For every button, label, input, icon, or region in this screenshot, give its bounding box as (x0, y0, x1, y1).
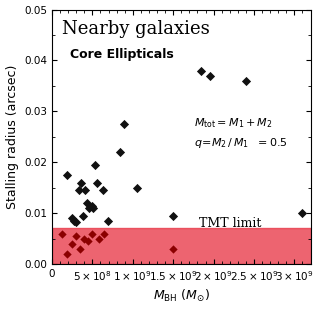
X-axis label: $M_{\rm BH}\ (M_{\odot})$: $M_{\rm BH}\ (M_{\odot})$ (153, 288, 210, 304)
Point (81, 213, 86, 218)
Point (83, 188, 88, 193)
Point (105, 218, 110, 223)
Point (117, 150, 123, 155)
Point (82, 236, 87, 241)
Point (91, 206, 96, 210)
Point (90, 231, 95, 236)
Text: Nearby galaxies: Nearby galaxies (62, 20, 210, 38)
Point (199, 68, 204, 73)
Point (70, 241, 75, 246)
Point (76, 188, 81, 193)
Point (64, 251, 69, 256)
Point (89, 203, 94, 208)
Point (87, 206, 92, 210)
Point (95, 180, 100, 185)
Point (171, 246, 176, 251)
Point (64, 173, 69, 178)
Point (243, 78, 248, 83)
Point (102, 231, 107, 236)
Point (59, 231, 64, 236)
Point (171, 213, 176, 218)
Point (300, 211, 305, 216)
Point (86, 239, 91, 244)
Bar (52, 228, 311, 264)
Point (71, 218, 76, 223)
Text: $M_{\rm tot} = M_1 + M_2$
$q\!=\!M_2\,/\,M_1\ \ =0.5$: $M_{\rm tot} = M_1 + M_2$ $q\!=\!M_2\,/\… (194, 117, 288, 150)
Point (207, 73, 212, 78)
Point (70, 216, 75, 221)
Text: TMT limit: TMT limit (199, 217, 262, 230)
Point (100, 188, 106, 193)
Point (74, 220, 79, 225)
Point (96, 236, 101, 241)
Point (78, 246, 83, 251)
Y-axis label: Stalling radius (arcsec): Stalling radius (arcsec) (5, 65, 19, 209)
Point (121, 122, 126, 126)
Point (134, 185, 140, 190)
Text: Core Ellipticals: Core Ellipticals (70, 48, 174, 61)
Point (78, 180, 84, 185)
Point (74, 234, 79, 239)
Point (92, 162, 97, 167)
Point (84, 201, 89, 206)
